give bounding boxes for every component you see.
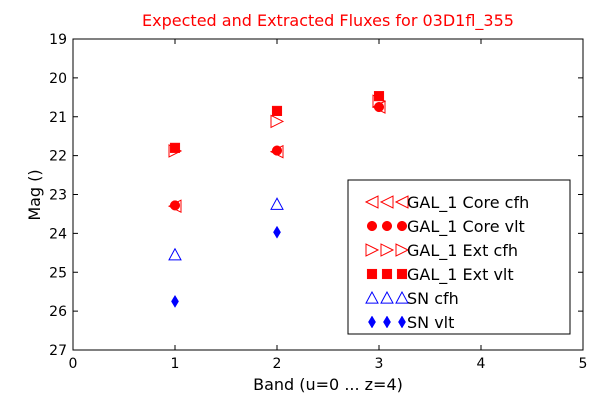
legend-marker xyxy=(396,220,408,232)
x-tick-label: 4 xyxy=(477,356,486,372)
legend-marker xyxy=(395,290,409,304)
y-tick-label: 25 xyxy=(49,265,67,281)
legend-entry: SN vlt xyxy=(368,313,454,332)
x-tick-label: 2 xyxy=(273,356,282,372)
legend-marker xyxy=(364,195,379,209)
legend-marker xyxy=(365,290,379,304)
data-point xyxy=(168,247,182,261)
data-point xyxy=(270,197,284,210)
legend-entry: GAL_1 Ext vlt xyxy=(366,265,514,285)
y-tick-label: 20 xyxy=(49,71,67,87)
legend-marker xyxy=(396,268,408,280)
y-tick-label: 27 xyxy=(49,343,67,359)
legend-marker xyxy=(368,315,376,329)
y-tick-label: 24 xyxy=(49,226,67,242)
data-point xyxy=(270,114,285,129)
series-3 xyxy=(169,91,385,153)
legend-marker xyxy=(380,290,394,304)
x-tick-label: 1 xyxy=(171,356,180,372)
data-point xyxy=(171,294,179,308)
legend-marker xyxy=(379,195,394,209)
legend-marker xyxy=(398,315,406,329)
legend-marker xyxy=(381,268,393,280)
legend-label: SN vlt xyxy=(407,313,454,332)
legend-label: GAL_1 Core cfh xyxy=(407,193,529,213)
x-tick-label: 5 xyxy=(579,356,588,372)
x-axis-label: Band (u=0 ... z=4) xyxy=(253,375,403,394)
legend-box xyxy=(347,179,571,335)
y-tick-label: 21 xyxy=(49,110,67,126)
legend-label: GAL_1 Ext vlt xyxy=(407,265,514,285)
data-point xyxy=(169,200,181,211)
series-4 xyxy=(168,197,284,261)
x-tick-label: 0 xyxy=(69,356,78,372)
legend-label: SN cfh xyxy=(407,289,459,308)
legend-marker xyxy=(383,315,391,329)
data-point xyxy=(373,91,385,102)
y-tick-label: 26 xyxy=(49,304,67,320)
legend-entry: GAL_1 Core cfh xyxy=(364,193,529,213)
y-tick-label: 23 xyxy=(49,188,67,204)
legend-marker xyxy=(380,243,395,257)
series-1 xyxy=(169,101,385,211)
data-point xyxy=(169,142,181,153)
series-5 xyxy=(171,225,281,308)
data-point xyxy=(271,105,283,116)
legend-marker xyxy=(366,220,378,232)
legend-marker xyxy=(381,220,393,232)
x-tick-label: 3 xyxy=(375,356,384,372)
legend-marker xyxy=(394,195,409,209)
legend-entry: GAL_1 Ext cfh xyxy=(365,241,518,261)
data-point xyxy=(273,225,281,239)
y-tick-label: 19 xyxy=(49,32,67,48)
legend-entry: GAL_1 Core vlt xyxy=(366,217,525,237)
legend-marker xyxy=(395,243,410,257)
legend-label: GAL_1 Ext cfh xyxy=(407,241,518,261)
legend-marker xyxy=(366,268,378,280)
legend-marker xyxy=(365,243,380,257)
legend: GAL_1 Core cfh GAL_1 Core vlt GAL_1 Ext cf… xyxy=(347,179,571,335)
y-axis-label: Mag () xyxy=(25,169,44,220)
legend-label: GAL_1 Core vlt xyxy=(407,217,525,237)
chart-title: Expected and Extracted Fluxes for 03D1fl… xyxy=(142,11,514,31)
y-tick-label: 22 xyxy=(49,149,67,165)
data-point xyxy=(271,145,283,156)
legend-entry: SN cfh xyxy=(365,289,459,308)
